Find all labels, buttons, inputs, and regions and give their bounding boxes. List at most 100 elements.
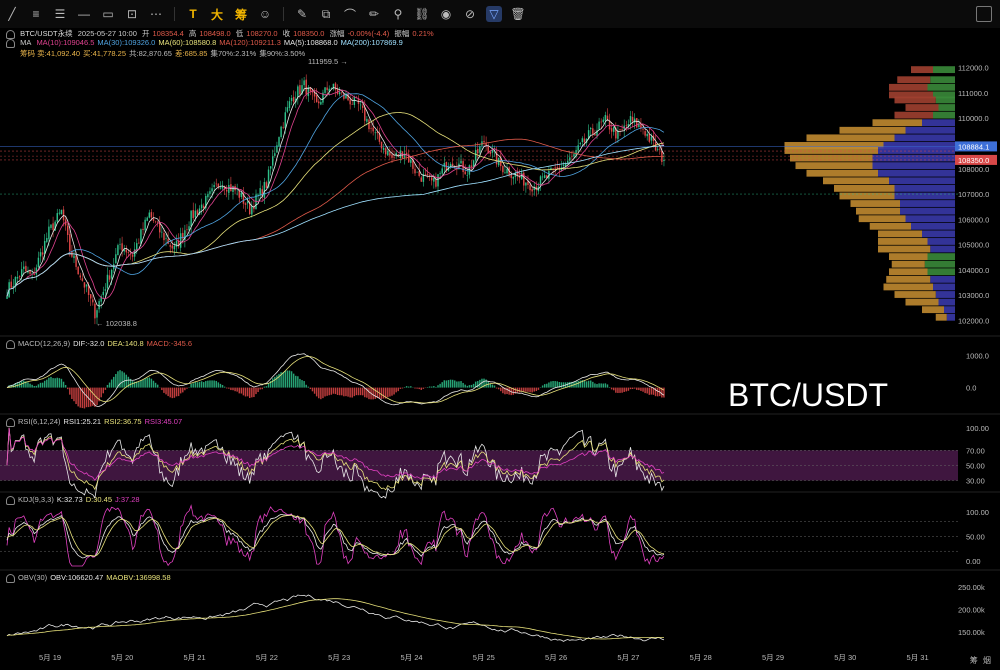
indicator-value: RSI3:45.07	[144, 417, 183, 426]
profile-buy-bar	[894, 184, 955, 192]
time-axis-label: 5月 30	[834, 653, 856, 662]
change-label: 涨幅	[329, 29, 345, 38]
candle-body	[217, 183, 220, 188]
amp-label: 振幅	[394, 29, 410, 38]
candle-body	[548, 170, 550, 179]
macd-bar	[184, 387, 186, 391]
profile-sell-bar	[790, 154, 873, 162]
price-axis-label: 112000.0	[958, 64, 989, 73]
candle-body	[123, 249, 125, 252]
macd-bar	[167, 387, 169, 397]
measure-icon[interactable]: ⊡	[124, 6, 140, 22]
smoke-toggle-button[interactable]: 烟	[983, 656, 991, 665]
filter-icon[interactable]: ▽	[486, 6, 502, 22]
bell-icon[interactable]	[6, 29, 15, 39]
candle-body	[46, 238, 48, 242]
candle-body	[608, 120, 611, 130]
profile-buy-bar	[894, 134, 955, 142]
rsi1-line	[6, 427, 665, 499]
macd-bar	[405, 386, 408, 388]
line-tool-icon[interactable]: ╱	[4, 6, 20, 22]
candle-body	[87, 285, 90, 296]
eye-icon[interactable]: ◉	[438, 6, 454, 22]
compare-icon[interactable]: ⛓	[414, 6, 430, 22]
macd-bar	[265, 386, 268, 388]
bell-icon[interactable]	[6, 339, 15, 349]
candle-body	[449, 163, 452, 167]
candle-body	[278, 137, 280, 147]
macd-bar	[531, 387, 533, 393]
macd-bar	[196, 382, 199, 388]
macd-bar	[161, 387, 163, 391]
candle-body	[376, 131, 379, 134]
candle-body	[640, 124, 642, 128]
candle-body	[451, 163, 454, 166]
compare-icon-glyph: ⛓	[414, 7, 430, 21]
macd-bar	[14, 383, 17, 388]
pencil-icon[interactable]: ✏	[366, 6, 382, 22]
window-toggle-button[interactable]	[976, 6, 992, 22]
candle-body	[387, 150, 389, 156]
candle-body	[460, 160, 462, 164]
lock-icon-glyph: ⊘	[464, 7, 476, 21]
h-line-icon[interactable]: —	[76, 6, 92, 22]
candle-body	[527, 181, 529, 186]
rect-icon[interactable]: ▭	[100, 6, 116, 22]
profile-sell-bar	[889, 268, 928, 276]
candle-body	[213, 185, 215, 187]
macd-bar	[299, 378, 301, 388]
candle-body	[483, 140, 485, 143]
candle-body	[301, 85, 303, 94]
candle-body	[83, 282, 86, 288]
macd-bar	[636, 387, 638, 390]
candle-body	[150, 212, 153, 218]
price-axis-label: 106000.0	[958, 215, 989, 224]
candle-body	[405, 152, 408, 155]
link-icon[interactable]: ⚲	[390, 6, 406, 22]
emoji-icon[interactable]: ☺	[257, 6, 273, 22]
profile-sell-bar	[806, 134, 895, 142]
bell-icon[interactable]	[6, 38, 15, 48]
watermark-text: BTC/USDT	[728, 377, 888, 413]
macd-bar	[121, 371, 123, 388]
candle-body	[31, 273, 33, 275]
macd-bar	[615, 387, 617, 393]
bell-icon[interactable]	[6, 573, 15, 583]
candle-body	[52, 223, 54, 230]
macd-axis-label: 0.0	[966, 384, 976, 393]
hamburger-icon[interactable]: ≡	[28, 6, 44, 22]
macd-bar	[646, 387, 648, 394]
macd-bar	[416, 387, 418, 389]
lock-icon[interactable]: ⊘	[462, 6, 478, 22]
fib-icon[interactable]: ☰	[52, 6, 68, 22]
close-label: 收	[282, 29, 291, 38]
text-icon[interactable]: T	[185, 6, 201, 22]
dots-icon[interactable]: ⋯	[148, 6, 164, 22]
candle-body	[638, 123, 640, 128]
brush-icon[interactable]: ✎	[294, 6, 310, 22]
layers-icon[interactable]: ⧉	[318, 6, 334, 22]
candle-body	[251, 206, 253, 215]
trash-icon[interactable]: 🗑	[510, 6, 526, 22]
chip-toggle-button[interactable]: 筹	[969, 656, 978, 665]
indicator-value: 差:685.85	[174, 49, 208, 58]
indicator-label: OBV(30)	[18, 573, 48, 582]
candle-body	[535, 186, 538, 191]
chip-icon[interactable]: 筹	[233, 6, 249, 22]
macd-bar	[322, 387, 324, 399]
candle-body	[228, 184, 230, 193]
bell-icon[interactable]	[6, 495, 15, 505]
macd-bar	[489, 383, 492, 388]
candle-body	[571, 155, 573, 157]
macd-bar	[223, 386, 226, 388]
macd-bar	[259, 387, 261, 390]
macd-bar	[558, 381, 561, 388]
chart-canvas[interactable]: 111959.5 → ← 102038.8 102000.0 103000.0 1040…	[0, 28, 1000, 670]
magnet-icon[interactable]: ⌒	[342, 6, 358, 22]
candle-body	[127, 252, 130, 254]
candle-body	[589, 128, 592, 130]
bell-icon[interactable]	[6, 417, 15, 427]
candle-body	[579, 142, 582, 145]
candle-body	[225, 189, 228, 192]
big-icon[interactable]: 大	[209, 6, 225, 22]
